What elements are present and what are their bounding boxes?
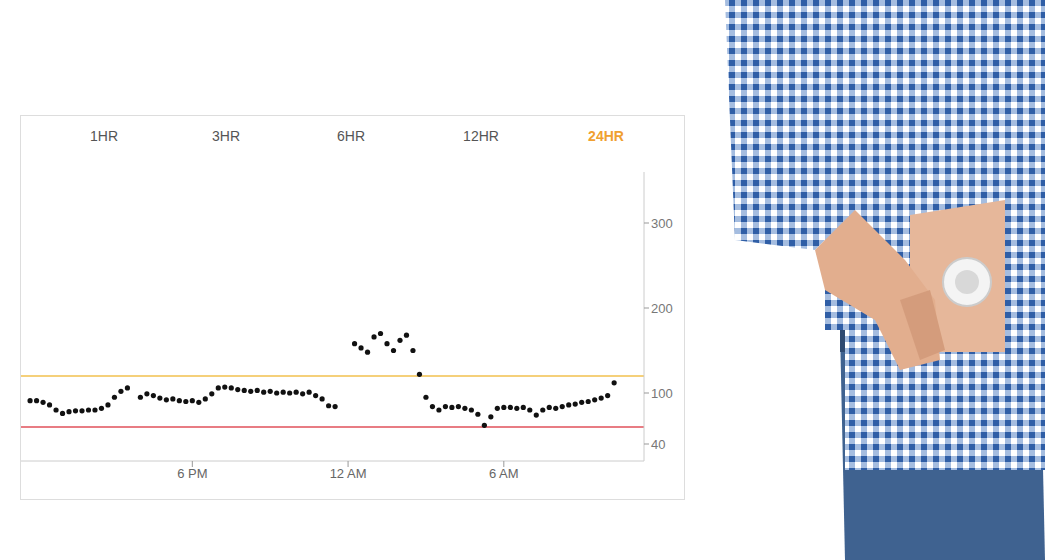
svg-text:100: 100 xyxy=(651,386,673,401)
html-text:1HR: 1HR xyxy=(90,128,118,144)
html-text:3HR: 3HR xyxy=(212,128,240,144)
svg-text:200: 200 xyxy=(651,301,673,316)
html-text:6HR: 6HR xyxy=(337,128,365,144)
svg-text:300: 300 xyxy=(651,216,673,231)
html-text:24HR: 24HR xyxy=(588,128,624,144)
svg-text:6 PM: 6 PM xyxy=(177,466,207,481)
html-text:12HR: 12HR xyxy=(463,128,499,144)
svg-text:6 AM: 6 AM xyxy=(489,466,519,481)
svg-text:12 AM: 12 AM xyxy=(330,466,367,481)
svg-text:40: 40 xyxy=(651,437,665,452)
